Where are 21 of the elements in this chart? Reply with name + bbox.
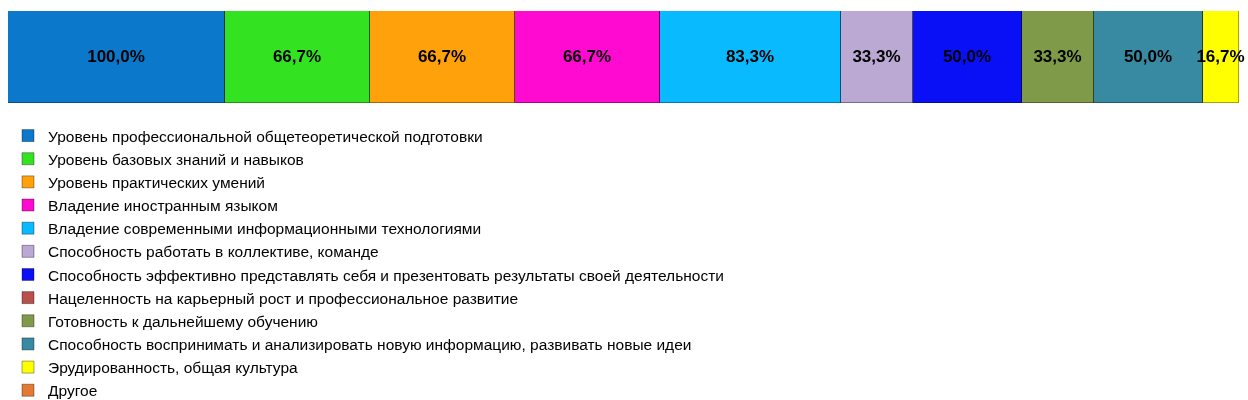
data-label: 33,3% [1033,47,1082,66]
legend-label: Способность эффективно представлять себя и презентовать результаты своей деятельности [48,266,724,284]
data-label: 50,0% [1123,47,1173,66]
data-label: 66,7% [562,47,612,66]
data-label: 66,7% [272,47,322,66]
legend-label: Уровень профессиональной общетеоретической подготовки [48,127,483,145]
legend-label: Способность воспринимать и анализировать новую информацию, развивать новые идеи [48,335,692,353]
legend-label: Владение иностранным языком [48,197,278,215]
legend-label: Уровень базовых знаний и навыков [48,150,304,168]
data-label: 50,0% [942,47,992,66]
legend-label: Эрудированность, общая культура [48,359,299,377]
legend-label: Нацеленность на карьерный рост и профессиональное развитие [48,289,519,307]
legend-label: Уровень практических умений [48,173,266,191]
data-label: 83,3% [725,47,775,66]
data-label: 33,3% [852,47,901,66]
legend-label: Готовность к дальнейшему обучению [48,312,318,330]
data-label: 66,7% [417,47,467,66]
legend-label: Другое [48,382,98,400]
legend-label: Способность работать в коллективе, команде [48,243,379,261]
legend-label: Владение современными информационными технологиями [48,220,482,238]
data-label: 100,0% [87,47,145,66]
